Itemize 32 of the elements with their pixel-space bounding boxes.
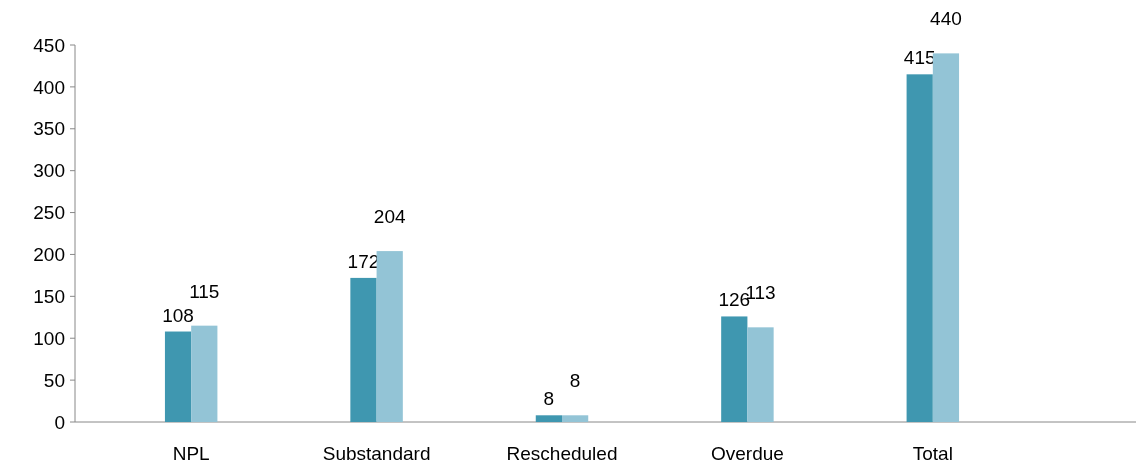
- y-tick-label: 250: [33, 202, 65, 224]
- data-label: 115: [189, 280, 220, 302]
- data-label: 204: [373, 206, 406, 228]
- bar: [164, 331, 192, 422]
- y-tick-label: 150: [33, 285, 65, 307]
- data-label: 8: [569, 370, 581, 392]
- y-tick-label: 350: [33, 118, 65, 140]
- y-tick-label: 0: [54, 411, 65, 433]
- bar: [376, 251, 403, 422]
- bar: [535, 415, 562, 422]
- x-tick-label: Overdue: [710, 443, 784, 464]
- x-tick-label: NPL: [172, 443, 210, 464]
- data-label: 172: [347, 250, 380, 272]
- y-tick-label: 50: [43, 369, 65, 391]
- data-label: 108: [162, 304, 194, 326]
- bar: [932, 53, 960, 422]
- bar: [562, 415, 589, 422]
- x-tick-label: Total: [912, 443, 953, 464]
- bar: [747, 327, 774, 422]
- x-tick-label: Substandard: [322, 443, 431, 464]
- y-tick-label: 300: [33, 160, 65, 182]
- y-tick-label: 450: [33, 34, 65, 56]
- data-label: 440: [930, 8, 962, 30]
- y-tick-label: 100: [33, 327, 65, 349]
- y-tick-label: 200: [33, 244, 65, 266]
- bar: [721, 316, 748, 422]
- bar: [191, 325, 218, 422]
- x-tick-label: Rescheduled: [506, 443, 618, 464]
- data-label: 8: [543, 388, 555, 410]
- bar: [350, 277, 377, 422]
- bar: [906, 74, 933, 422]
- y-tick-label: 400: [33, 76, 65, 98]
